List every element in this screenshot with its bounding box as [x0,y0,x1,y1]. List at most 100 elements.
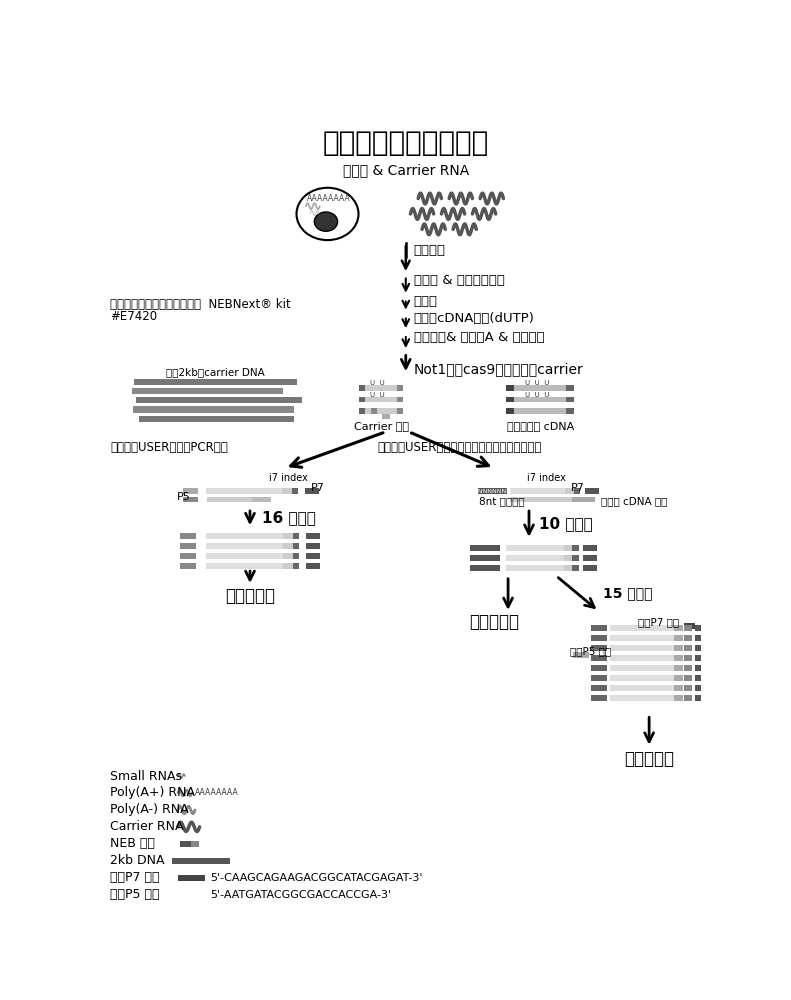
Text: 第二链 cDNA 片段: 第二链 cDNA 片段 [601,496,668,506]
Bar [180,553,195,559]
Bar [293,533,299,539]
Bar [694,655,701,661]
Bar [684,655,692,661]
Bar [564,555,573,561]
Bar [591,645,607,651]
Bar [674,665,683,671]
Text: U  U  U: U U U [524,380,549,386]
Text: 纯化后，USER酶消化PCR扩增: 纯化后，USER酶消化PCR扩增 [111,441,229,454]
Bar [505,545,568,551]
Bar [505,408,513,414]
Bar [591,695,607,701]
Text: 第二链cDNA合成(dUTP): 第二链cDNA合成(dUTP) [414,312,535,325]
Text: Not1酶或cas9酶消化去除carrier: Not1酶或cas9酶消化去除carrier [414,362,583,376]
Bar [206,533,291,539]
Bar [180,563,195,569]
Bar [566,385,574,391]
Bar [306,543,320,549]
Bar [694,665,701,671]
Bar [684,695,692,701]
Bar [283,543,294,549]
Bar [508,385,573,391]
Bar [132,388,283,394]
Bar [694,685,701,691]
Bar [139,416,294,422]
Text: AAAAAAAA: AAAAAAAA [195,788,239,797]
Bar [585,488,599,494]
Text: 2kb DNA: 2kb DNA [110,854,165,867]
Bar [683,623,695,629]
Bar [470,565,500,571]
Bar [470,555,500,561]
Text: Poly(A-) RNA: Poly(A-) RNA [110,803,188,816]
Bar [361,408,403,414]
Bar [573,555,578,561]
Bar [283,533,294,539]
Bar [591,635,607,641]
Bar [293,553,299,559]
Bar [591,655,607,661]
Text: #E7420: #E7420 [111,310,157,323]
Text: P7: P7 [312,483,325,493]
Ellipse shape [314,212,338,231]
Bar [591,685,607,691]
Text: 链特异性文库构建步骤: 链特异性文库构建步骤 [323,129,489,157]
Text: 单细胞 & Carrier RNA: 单细胞 & Carrier RNA [343,163,469,177]
Text: Small RNAs: Small RNAs [110,770,182,783]
Text: P5: P5 [176,492,190,502]
Bar [478,488,507,494]
Bar [694,635,701,641]
Ellipse shape [297,188,358,240]
Bar [206,488,290,494]
Bar [674,635,683,641]
Bar [207,497,262,502]
Bar [206,543,291,549]
Bar [611,665,680,671]
Text: 高通量测序: 高通量测序 [624,750,674,768]
Text: NEB 接头: NEB 接头 [110,837,154,850]
Bar [283,563,294,569]
Text: U  U: U U [370,392,385,398]
Bar [178,875,206,881]
Bar [252,497,271,502]
Bar [361,385,403,391]
Bar [397,385,403,391]
Text: 15 个循环: 15 个循环 [603,587,652,601]
Bar [306,563,320,569]
Bar [674,655,683,661]
Bar [674,685,683,691]
Bar [306,533,320,539]
Bar [134,379,297,385]
Text: 加入2kb的carrier DNA: 加入2kb的carrier DNA [166,367,264,377]
Bar [508,408,573,414]
Bar [611,655,680,661]
Bar [206,563,291,569]
Text: 10 个循环: 10 个循环 [539,516,592,531]
Bar [611,675,680,681]
Bar [359,408,365,414]
Bar [371,408,377,414]
Text: 8nt 简并标记: 8nt 简并标记 [479,496,524,506]
Text: i7 index: i7 index [527,473,566,483]
Bar [684,645,692,651]
Text: 纯化后，USER酶消化用含有简并标记的引物扩增: 纯化后，USER酶消化用含有简并标记的引物扩增 [378,441,543,454]
Bar [694,645,701,651]
Bar [591,625,607,631]
Bar [397,397,403,402]
Bar [572,497,595,502]
Bar [136,397,302,403]
Bar [694,675,701,681]
Bar [397,408,403,414]
Bar [573,652,589,658]
Bar [505,385,513,391]
Bar [684,675,692,681]
Bar [674,675,683,681]
Text: AAAAAAAA: AAAAAAAA [307,194,351,203]
Text: 逆转录: 逆转录 [414,295,437,308]
Bar [283,553,294,559]
Bar [611,625,680,631]
Bar [674,625,683,631]
Bar [674,695,683,701]
Bar [611,645,680,651]
Bar [611,635,680,641]
